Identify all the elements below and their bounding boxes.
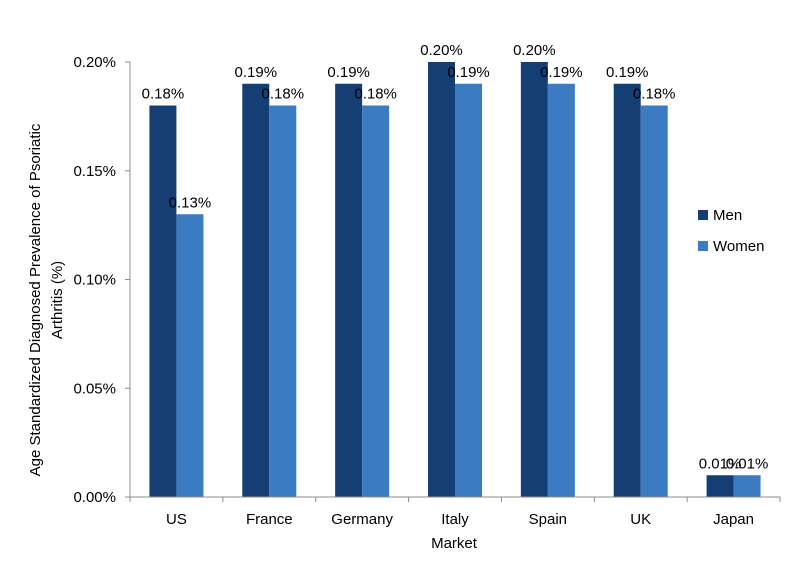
bar-men [613, 83, 641, 497]
x-tick-label: France [246, 511, 293, 528]
bar-women [269, 105, 297, 497]
data-label-men: 0.19% [606, 64, 649, 81]
x-tick-label: US [166, 511, 187, 528]
data-labels: 0.18% 0.19% 0.19% 0.20% 0.20% 0.19% 0.01% 0.13%… [142, 42, 769, 472]
legend-swatch-men [698, 210, 708, 220]
legend-label-women: Women [713, 238, 764, 255]
y-axis-ticks: 0.00% 0.05% 0.10% 0.15% 0.20% [73, 54, 130, 506]
data-label-men: 0.20% [513, 42, 556, 59]
legend-label-men: Men [713, 207, 742, 224]
data-label-women: 0.19% [447, 64, 490, 81]
bar-women [640, 105, 668, 497]
legend: Men Women [698, 207, 764, 255]
data-label-women: 0.18% [262, 86, 305, 103]
bar-women [455, 83, 482, 497]
data-label-women: 0.01% [726, 455, 769, 472]
bar-men [520, 62, 548, 497]
bar-women [176, 214, 204, 497]
y-tick-label: 0.05% [73, 380, 116, 397]
data-label-men: 0.01% [699, 455, 742, 472]
x-tick-label: Japan [713, 511, 754, 528]
bar-men [706, 475, 734, 497]
y-tick-label: 0.10% [73, 272, 116, 289]
x-tick-label: Spain [529, 511, 567, 528]
y-tick-label: 0.15% [73, 163, 116, 180]
bar-men [149, 105, 177, 497]
bar-men [335, 83, 363, 497]
bar-men [242, 83, 270, 497]
axes [129, 62, 780, 498]
data-label-women: 0.18% [633, 86, 676, 103]
x-axis-title: Market [431, 535, 478, 552]
bars [149, 62, 761, 497]
data-label-men: 0.18% [142, 86, 185, 103]
bar-women [547, 83, 575, 497]
x-tick-label: Germany [331, 511, 393, 528]
y-tick-label: 0.00% [73, 489, 116, 506]
bar-women [362, 105, 390, 497]
bar-women [733, 475, 761, 497]
bar-men [428, 62, 455, 497]
y-axis-title: Age Standardized Diagnosed Prevalence of… [27, 123, 66, 476]
data-label-men: 0.19% [235, 64, 278, 81]
y-tick-label: 0.20% [73, 54, 116, 71]
data-label-men: 0.19% [327, 64, 370, 81]
data-label-women: 0.13% [169, 194, 212, 211]
legend-swatch-women [698, 241, 708, 251]
x-tick-label: UK [630, 511, 651, 528]
data-label-women: 0.19% [540, 64, 583, 81]
data-label-men: 0.20% [420, 42, 463, 59]
y-axis-title-line-1: Age Standardized Diagnosed Prevalence of… [27, 123, 44, 476]
x-tick-label: Italy [441, 511, 469, 528]
x-axis-ticks: US France Germany Italy Spain UK Japan [129, 497, 781, 528]
data-label-women: 0.18% [354, 86, 397, 103]
y-axis-title-line-2: Arthritis (%) [49, 261, 66, 339]
